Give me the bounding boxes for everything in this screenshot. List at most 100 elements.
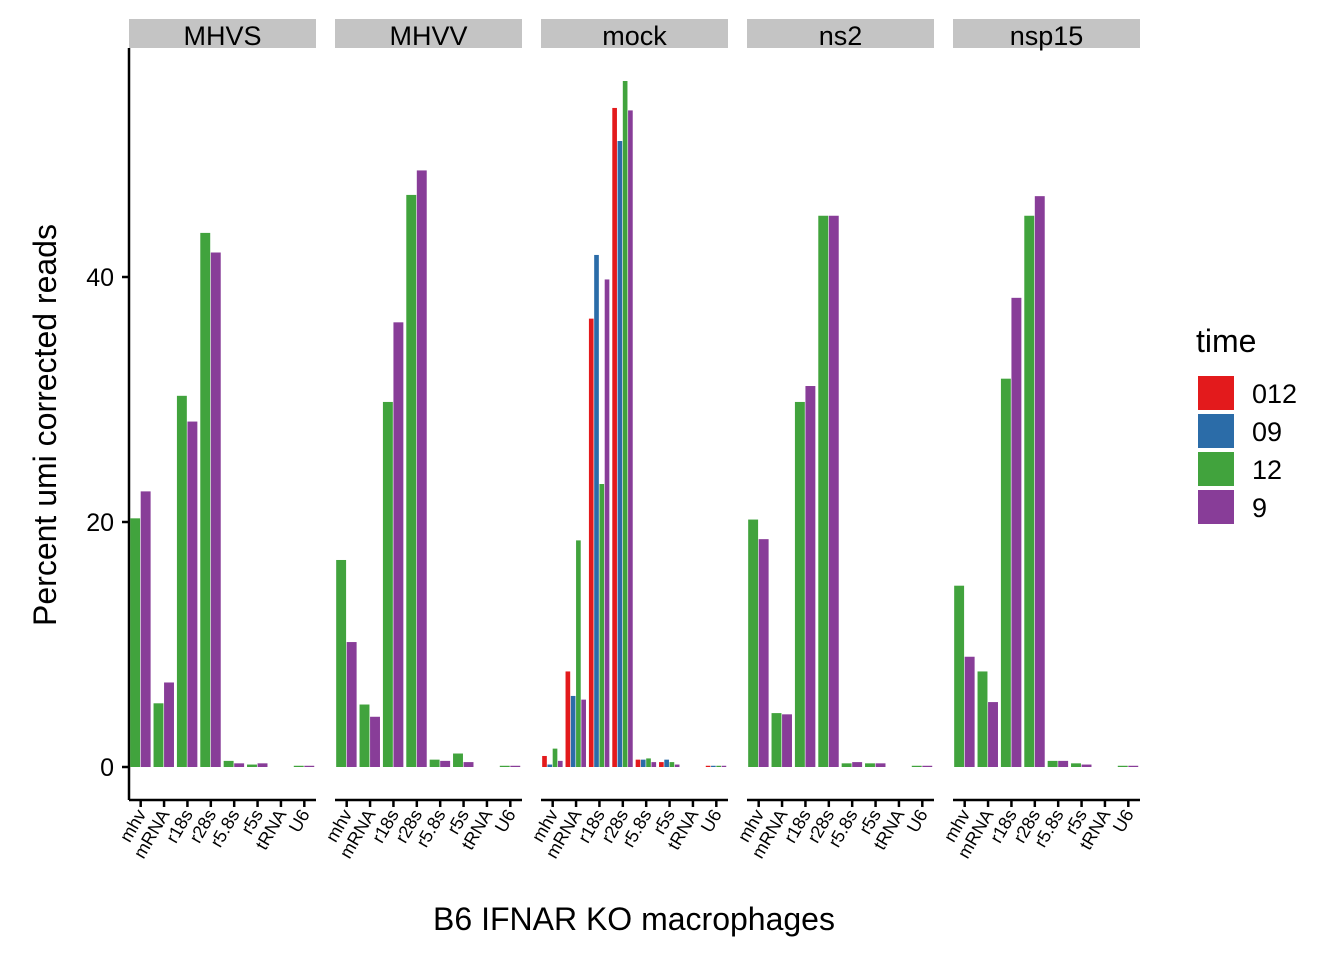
bar-nsp15-mhv-9 (964, 656, 975, 767)
bar-mhvs-u6-12 (293, 765, 304, 767)
bar-mhvv-r18s-12 (382, 401, 393, 767)
bar-mhvs-mhv-12 (130, 518, 141, 767)
bar-mock-u6-09 (711, 765, 716, 767)
bar-mhvs-r5.8s-12 (223, 760, 234, 768)
bar-mock-mrna-9 (581, 699, 586, 768)
bar-mock-r5s-9 (674, 764, 680, 767)
bar-mhvs-r28s-12 (200, 232, 211, 767)
bar-mock-r28s-9 (628, 110, 633, 767)
bar-nsp15-r5s-12 (1071, 763, 1081, 767)
bar-mock-r5.8s-12 (646, 758, 651, 767)
bar-mock-r28s-09 (617, 141, 623, 767)
bar-mock-u6-12 (716, 765, 721, 767)
bar-mhvs-u6-9 (304, 765, 315, 767)
legend-key-label: 012 (1252, 379, 1297, 409)
bar-mock-r5s-012 (659, 762, 664, 767)
bar-mock-mhv-012 (542, 755, 547, 767)
bar-mhvs-r18s-12 (176, 395, 187, 767)
bar-ns2-mhv-12 (748, 519, 759, 767)
bar-mock-mrna-12 (576, 540, 581, 768)
bar-mhvv-r28s-9 (416, 170, 427, 768)
bar-nsp15-r5.8s-9 (1058, 760, 1069, 768)
legend-key-label: 9 (1252, 493, 1267, 523)
x-tick-label: U6 (491, 806, 520, 836)
bar-mhvv-r18s-9 (393, 322, 404, 767)
x-tick-label: U6 (285, 806, 314, 836)
bar-mhvs-r5s-12 (247, 764, 257, 767)
bar-ns2-mrna-12 (771, 713, 782, 767)
x-tick-label: U6 (903, 806, 932, 836)
facet-strip-label: ns2 (819, 21, 863, 51)
facet-strip-label: nsp15 (1010, 21, 1084, 51)
y-tick-label: 40 (86, 264, 114, 292)
bar-ns2-r5.8s-12 (841, 763, 852, 767)
bar-ns2-u6-9 (922, 765, 933, 767)
facet-strip-label: mock (602, 21, 667, 51)
bar-mock-r18s-09 (594, 254, 599, 767)
bar-mhvs-mrna-12 (153, 703, 164, 767)
bar-ns2-r5.8s-9 (852, 762, 863, 767)
facet-strip-label: MHVV (389, 21, 467, 51)
bar-nsp15-r18s-9 (1011, 297, 1022, 767)
y-axis-title: Percent umi corrected reads (27, 224, 63, 626)
bar-mock-r5.8s-012 (635, 759, 641, 767)
bar-mock-r5s-12 (669, 762, 675, 767)
legend-key-swatch (1198, 452, 1234, 486)
bar-mock-r18s-9 (604, 279, 610, 767)
facet-strip (747, 19, 934, 48)
bar-mock-r5.8s-09 (640, 759, 646, 767)
bar-mock-mhv-9 (557, 760, 563, 768)
facet-strip (541, 19, 728, 48)
bar-ns2-r18s-12 (794, 401, 805, 767)
bar-mock-r28s-12 (622, 81, 628, 767)
bar-ns2-r18s-9 (805, 386, 816, 767)
bar-mock-u6-9 (721, 765, 727, 767)
x-axis-title: B6 IFNAR KO macrophages (433, 901, 835, 937)
bar-nsp15-r5s-9 (1081, 764, 1092, 767)
bar-mhvs-r5.8s-9 (234, 763, 245, 767)
x-tick-label: U6 (697, 806, 726, 836)
bar-nsp15-mhv-12 (954, 585, 965, 767)
bar-mhvv-r5s-9 (463, 762, 474, 767)
bar-mhvs-r5s-9 (257, 763, 268, 767)
bar-nsp15-r18s-12 (1000, 378, 1011, 767)
legend-key-swatch (1198, 414, 1234, 448)
bar-nsp15-r28s-12 (1024, 215, 1035, 767)
bar-mhvs-mhv-9 (140, 491, 151, 768)
facet-strip (335, 19, 522, 48)
bar-ns2-r5s-12 (865, 763, 875, 767)
bar-nsp15-mrna-9 (988, 702, 998, 767)
bar-mock-u6-012 (705, 765, 711, 767)
bar-mhvv-r5.8s-12 (429, 759, 440, 767)
bar-mhvv-mrna-12 (359, 704, 370, 767)
bar-ns2-mrna-9 (782, 714, 792, 767)
bar-ns2-r28s-9 (828, 215, 839, 767)
legend-key-label: 12 (1252, 455, 1282, 485)
bar-mhvv-mhv-9 (346, 642, 357, 767)
bar-mock-mhv-12 (552, 748, 558, 768)
bar-nsp15-u6-9 (1128, 765, 1139, 767)
bar-mock-r5.8s-9 (651, 762, 657, 767)
facet-strip (953, 19, 1140, 48)
facet-strip (129, 19, 316, 48)
bar-nsp15-u6-12 (1117, 765, 1128, 767)
legend: time 012 09 12 9 (1196, 323, 1297, 524)
bar-mhvs-mrna-9 (164, 682, 174, 767)
legend-key-label: 09 (1252, 417, 1282, 447)
bar-ns2-mhv-9 (758, 539, 769, 767)
bar-mhvv-r5.8s-9 (440, 760, 451, 768)
bar-mhvv-mrna-9 (370, 716, 380, 767)
bar-mock-r18s-12 (599, 484, 605, 767)
bar-mock-r5s-09 (664, 759, 669, 767)
bar-mhvv-u6-9 (510, 765, 521, 767)
legend-title: time (1196, 323, 1256, 359)
bar-ns2-r28s-12 (818, 215, 829, 767)
y-tick-label: 20 (86, 509, 114, 537)
bar-nsp15-r5.8s-12 (1047, 760, 1058, 768)
